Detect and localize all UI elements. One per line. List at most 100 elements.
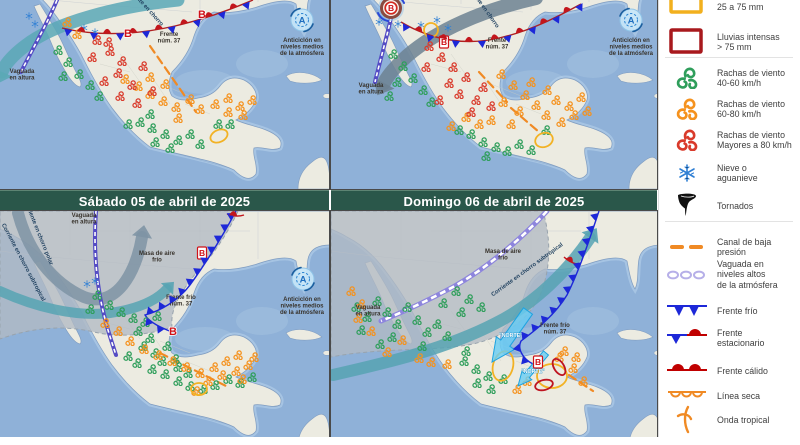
legend-item-stationary-front: Frente estacionario — [659, 323, 800, 353]
low-pressure-channel — [477, 70, 509, 104]
cold-front-triangle — [167, 25, 176, 34]
legend-label: Lluvias fuertes25 a 75 mm — [717, 0, 774, 12]
svg-text:B: B — [388, 3, 394, 13]
legend-label: Lluvias intensas > 75 mm — [717, 31, 780, 52]
map-label: Anticiclón en niveles medios de la atmósfe… — [280, 38, 325, 57]
svg-text:B: B — [199, 248, 205, 258]
legend-label: Vaguada en niveles altos de la atmósfera — [717, 259, 778, 290]
warm-front-bump — [563, 6, 572, 14]
cold-front-triangle — [426, 34, 435, 43]
cold-front-triangle — [220, 224, 229, 232]
gust-orange-icon — [665, 94, 709, 124]
legend-item-gust-red: Rachas de viento Mayores a 80 km/h — [659, 125, 800, 155]
legend-item-rect-red: Lluvias intensas > 75 mm — [659, 27, 800, 57]
cuba — [285, 329, 323, 341]
cuba — [285, 72, 323, 84]
legend-label: Tornados — [717, 200, 754, 211]
cold-front-triangle — [141, 30, 151, 39]
cold-front-triangle — [521, 356, 530, 365]
cold-front-triangle — [145, 317, 154, 326]
stationary-front-line — [400, 3, 582, 43]
cold-front-triangle — [552, 15, 560, 24]
cold-front-triangle — [549, 306, 558, 315]
snow-icon — [665, 158, 709, 188]
legend-item-tornado: Tornados — [659, 191, 800, 221]
cold-front-triangle — [477, 40, 487, 48]
svg-text:"NORTE": "NORTE" — [521, 369, 545, 375]
map-label: Anticiclón en niveles medios de la atmósfe… — [609, 38, 654, 57]
cold-front-triangle — [89, 32, 99, 41]
legend-label: Frente cálido — [717, 365, 768, 376]
map-label: Vaguada en altura — [9, 69, 35, 82]
warm-front-bump — [464, 36, 474, 42]
warm-front-bump — [102, 28, 112, 34]
map-canvas: "NORTE" "NORTE" B Vaguada en altura Masa de… — [331, 211, 657, 437]
cold-front-triangle — [193, 268, 202, 276]
warm-front-icon — [665, 356, 709, 386]
norte-wind-arrow: "NORTE" — [491, 307, 534, 363]
jet-arrowhead — [0, 71, 13, 83]
low-pressure-channel — [567, 373, 595, 393]
legend-label: Rachas de viento Mayores a 80 km/h — [717, 129, 792, 150]
cold-front-triangle — [451, 40, 461, 48]
map-label: Vaguada en altura — [71, 213, 97, 226]
low-pressure-marker-boxed: B — [532, 355, 544, 369]
tropical-wave-icon — [665, 405, 709, 435]
cold-front-triangle — [512, 343, 521, 352]
svg-text:A: A — [299, 15, 306, 26]
jet-arrowhead — [160, 281, 174, 295]
svg-text:A: A — [628, 15, 635, 26]
legend-item-cold-front: Frente frío — [659, 296, 800, 326]
map-label: Anticiclón en niveles medios de la atmósfe… — [280, 297, 325, 316]
rain-area-outline — [190, 382, 208, 396]
vaguada-alta-icon — [665, 260, 709, 290]
canal-icon — [665, 232, 709, 262]
cold-front-triangle — [157, 325, 165, 334]
map-legend: Lluvias fuertes25 a 75 mm Lluvias intensa… — [658, 0, 800, 437]
stationary-front-icon — [665, 323, 709, 353]
legend-item-snow: Nieve o aguanieve — [659, 158, 800, 188]
bottom-margin — [0, 437, 800, 445]
cold-front-triangle — [217, 11, 226, 20]
south-america — [298, 413, 329, 437]
gust-green-icon — [665, 63, 709, 93]
legend-item-vaguada-alta: Vaguada en niveles altos de la atmósfera — [659, 259, 800, 290]
cuba — [616, 72, 654, 84]
legend-label: Nieve o aguanieve — [717, 162, 758, 183]
svg-text:B: B — [441, 37, 447, 47]
warm-front-bump — [154, 24, 163, 30]
legend-label: Rachas de viento 40-60 km/h — [717, 67, 785, 88]
south-america — [629, 413, 657, 437]
panel-title-sunday: Domingo 06 de abril de 2025 — [331, 190, 657, 211]
rain-area-outline — [534, 131, 554, 149]
map-label: Frente núm. 37 — [486, 38, 509, 51]
cold-front-triangle — [581, 237, 590, 246]
tornado-icon — [665, 191, 709, 221]
map-panel-bottom-right: "NORTE" "NORTE" B Vaguada en altura Masa de… — [330, 210, 658, 438]
cold-front-triangle — [503, 34, 512, 43]
cold-front-triangle — [528, 26, 536, 35]
cold-front-triangle — [192, 19, 201, 28]
cold-front-triangle — [568, 274, 577, 283]
upper-trough-line — [93, 211, 118, 357]
legend-label: Onda tropical — [717, 414, 770, 425]
map-label: Frente núm. 37 — [158, 32, 181, 45]
low-pressure-channel — [148, 44, 198, 114]
cold-front-triangle — [241, 1, 250, 10]
legend-item-warm-front: Frente cálido — [659, 356, 800, 386]
warm-front-bump — [565, 256, 573, 264]
warm-front-bump — [128, 27, 138, 33]
low-pressure-marker-boxed: B — [196, 246, 208, 260]
legend-item-canal: Canal de baja presión — [659, 232, 800, 262]
legend-item-tropical-wave: Onda tropical — [659, 405, 800, 435]
legend-label: Rachas de viento 60-80 km/h — [717, 98, 785, 119]
legend-item-dry-line: Línea seca — [659, 381, 800, 411]
jet-arrowhead — [131, 225, 153, 239]
rain-area-outline — [534, 378, 554, 392]
legend-label: Canal de baja presión — [717, 236, 772, 257]
cold-front-triangle — [207, 246, 216, 254]
map-panel-bottom-left: B B A Vaguada en altura Masa de aire frío Fre… — [0, 210, 330, 438]
jet-stream-arrow — [0, 284, 172, 319]
